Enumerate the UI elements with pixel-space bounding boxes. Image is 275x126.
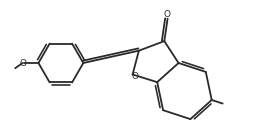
Text: O: O bbox=[164, 10, 170, 19]
Text: O: O bbox=[131, 72, 138, 81]
Text: O: O bbox=[20, 58, 27, 68]
